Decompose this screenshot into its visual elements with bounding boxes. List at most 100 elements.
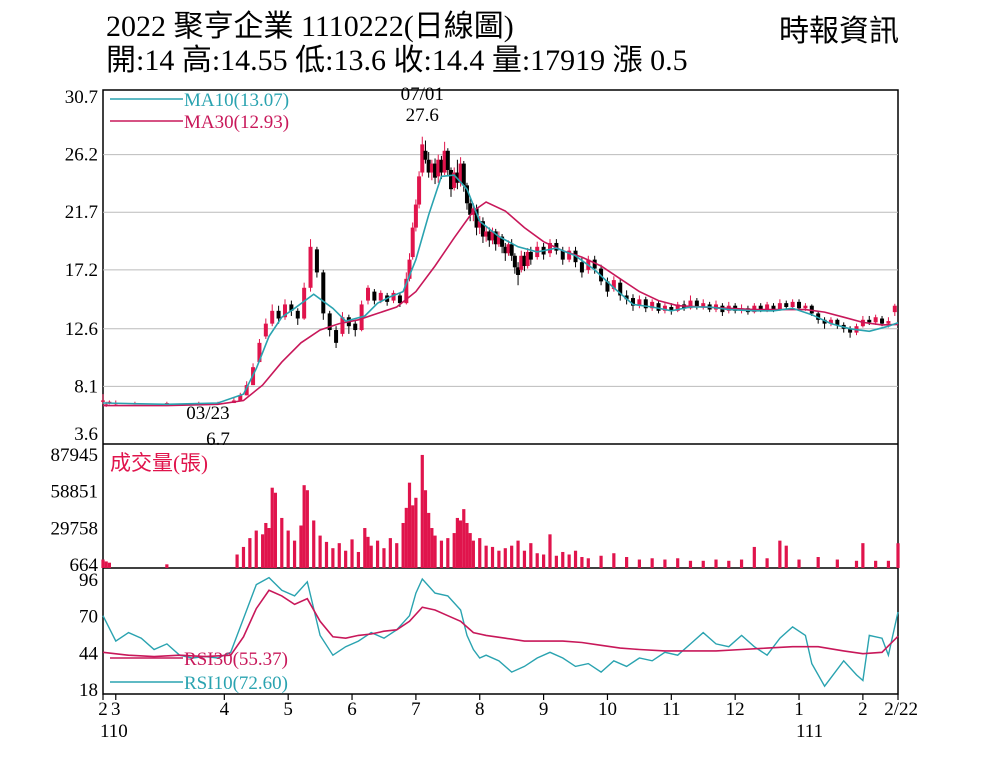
volume-bar xyxy=(261,534,265,568)
volume-bar xyxy=(727,560,731,568)
candle-body xyxy=(493,231,498,245)
candle-body xyxy=(480,221,485,237)
volume-bar xyxy=(561,551,565,568)
volume-bar xyxy=(458,520,463,568)
candle-body xyxy=(263,323,268,337)
candle-body xyxy=(238,395,243,401)
x-year-label: 111 xyxy=(796,721,823,742)
rsi30-legend-label: RSI30(55.37) xyxy=(184,649,288,670)
rsi10-legend-label: RSI10(72.60) xyxy=(184,673,288,694)
rsi-tick-label: 96 xyxy=(79,570,98,591)
volume-bar xyxy=(896,543,900,568)
price-tick-label: 12.6 xyxy=(65,319,98,340)
price-tick-label: 21.7 xyxy=(65,202,98,223)
volume-bar xyxy=(516,540,520,568)
candle-body xyxy=(892,305,897,313)
candle-body xyxy=(487,231,492,241)
candle-body xyxy=(688,300,693,309)
candle-body xyxy=(765,304,770,310)
candle-body xyxy=(452,172,457,188)
volume-bar xyxy=(510,545,514,568)
volume-bar xyxy=(395,543,399,568)
x-tick-label: 12 xyxy=(726,699,745,720)
volume-bar xyxy=(462,509,466,568)
candle-body xyxy=(611,280,616,290)
candle-body xyxy=(426,159,431,173)
volume-bar xyxy=(739,559,744,568)
volume-bar xyxy=(382,548,386,568)
x-tick-label: 2 xyxy=(858,699,868,720)
volume-bar xyxy=(254,530,258,568)
candle-body xyxy=(445,150,450,170)
candle-body xyxy=(295,310,300,319)
volume-bar xyxy=(650,558,654,568)
volume-bar xyxy=(599,555,603,568)
volume-bar xyxy=(388,538,392,568)
x-tick-label: 7 xyxy=(411,699,421,720)
volume-bar xyxy=(324,541,329,568)
candle-body xyxy=(276,310,281,319)
candle-body xyxy=(631,298,635,306)
volume-bar xyxy=(337,543,341,568)
volume-bar xyxy=(784,545,788,568)
candle-body xyxy=(404,278,409,304)
candle-body xyxy=(758,305,763,310)
candle-body xyxy=(490,231,495,241)
ma30-legend-label: MA30(12.93) xyxy=(184,112,289,133)
candle-body xyxy=(417,176,422,205)
volume-bar xyxy=(107,562,111,568)
volume-bar xyxy=(344,550,348,568)
volume-bar xyxy=(411,505,415,568)
volume-bar xyxy=(676,558,680,568)
volume-bar xyxy=(714,559,718,568)
volume-bar xyxy=(414,497,418,568)
x-tick-label: 2/22 xyxy=(884,699,918,720)
volume-bar xyxy=(235,554,239,568)
candle-body xyxy=(567,250,572,260)
volume-bar xyxy=(886,560,891,568)
plot-frame xyxy=(102,89,899,695)
candle-body xyxy=(797,301,802,309)
candle-body xyxy=(605,281,610,292)
x-tick-label: 9 xyxy=(539,699,549,720)
candle-body xyxy=(391,292,396,301)
candle-body xyxy=(512,255,517,268)
volume-bar xyxy=(765,558,769,568)
candle-body xyxy=(321,272,326,314)
rsi-tick-label: 44 xyxy=(79,643,99,664)
volume-bar xyxy=(471,540,475,568)
price-tick-label: 30.7 xyxy=(65,87,98,108)
chart-title: 2022 聚亨企業 1110222(日線圖) xyxy=(106,10,514,43)
candle-body xyxy=(413,204,418,228)
volume-bar xyxy=(542,554,546,568)
candle-body xyxy=(886,321,891,324)
candle-body xyxy=(522,255,527,267)
volume-bar xyxy=(318,535,322,568)
candle-body xyxy=(516,267,521,275)
volume-bar xyxy=(778,540,782,568)
volume-bar xyxy=(350,539,354,568)
candle-body xyxy=(270,310,275,324)
candle-body xyxy=(816,313,821,320)
volume-bar xyxy=(439,540,444,568)
volume-tick-label: 87945 xyxy=(51,445,99,466)
candle-body xyxy=(701,303,706,307)
x-tick-label: 6 xyxy=(347,699,357,720)
low-annotation-value: 6.7 xyxy=(206,429,230,450)
volume-bar xyxy=(404,507,408,568)
rsi30-line xyxy=(102,589,899,658)
volume-bar xyxy=(267,528,271,568)
candle-body xyxy=(656,303,661,311)
price-tick-label: 17.2 xyxy=(65,260,98,281)
volume-bar xyxy=(688,560,693,568)
low-annotation-date: 03/23 xyxy=(186,403,229,424)
candle-body xyxy=(650,301,655,309)
volume-bar xyxy=(522,550,527,568)
candle-body xyxy=(790,301,795,307)
volume-bar xyxy=(401,522,405,568)
candle-body xyxy=(429,163,434,173)
candle-body xyxy=(579,262,584,273)
volume-bar xyxy=(292,540,297,568)
candle-body xyxy=(624,295,629,300)
